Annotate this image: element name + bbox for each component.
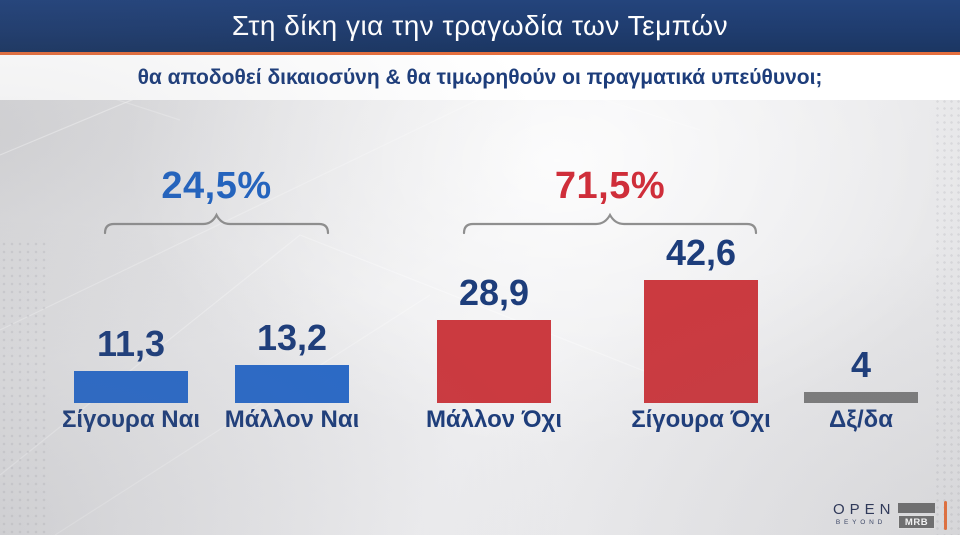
- open-logo-tagline: BEYOND: [835, 519, 887, 526]
- yes-group-summary: 24,5%: [103, 165, 330, 235]
- open-logo-text: OPEN: [833, 501, 896, 518]
- bar-sigoura-ochi: [644, 280, 758, 403]
- yes-group-bracket-icon: [103, 212, 330, 234]
- header-bar: Στη δίκη για την τραγωδία των Τεμπών: [0, 0, 960, 52]
- footer-divider-line: [944, 501, 947, 530]
- category-label-mallon-ochi: Μάλλον Όχι: [425, 406, 563, 433]
- category-label-sigoura-nai: Σίγουρα Ναι: [61, 406, 201, 433]
- subtitle-text: θα αποδοθεί δικαιοσύνη & θα τιμωρηθούν ο…: [137, 65, 823, 89]
- no-group-bracket-icon: [462, 212, 758, 234]
- bar-mallon-nai: [235, 365, 349, 403]
- no-group-percentage: 71,5%: [554, 165, 666, 207]
- value-label-sigoura-ochi: 42,6: [665, 232, 737, 274]
- bar-column-mallon-ochi: 28,9: [437, 271, 551, 403]
- bar-mallon-ochi: [437, 319, 551, 403]
- mrb-logo: MRB: [898, 503, 935, 529]
- dot-texture-left: [0, 240, 46, 535]
- no-group-summary: 71,5%: [462, 165, 758, 235]
- accent-divider: [0, 52, 960, 55]
- bar-sigoura-nai: [74, 370, 188, 403]
- open-channel-logo: OPEN BEYOND: [828, 501, 896, 527]
- yes-group-percentage: 24,5%: [161, 165, 272, 207]
- bar-dxda: [804, 391, 918, 403]
- bar-column-sigoura-nai: 11,3: [74, 322, 188, 403]
- category-label-dxda: Δξ/δα: [829, 406, 893, 433]
- page-title: Στη δίκη για την τραγωδία των Τεμπών: [231, 10, 729, 41]
- bar-column-dxda: 4: [804, 343, 918, 403]
- value-label-mallon-ochi: 28,9: [458, 271, 530, 313]
- mrb-logo-text: MRB: [898, 515, 935, 529]
- value-label-sigoura-nai: 11,3: [96, 322, 166, 364]
- value-label-mallon-nai: 13,2: [256, 317, 328, 358]
- bar-column-mallon-nai: 13,2: [235, 320, 349, 403]
- subtitle-band: θα αποδοθεί δικαιοσύνη & θα τιμωρηθούν ο…: [0, 55, 960, 100]
- value-label-dxda: 4: [850, 343, 872, 385]
- bar-column-sigoura-ochi: 42,6: [644, 235, 758, 403]
- mrb-logo-topbar: [898, 503, 935, 513]
- category-label-mallon-nai: Μάλλον Ναι: [224, 406, 360, 433]
- category-label-sigoura-ochi: Σίγουρα Όχι: [631, 406, 771, 433]
